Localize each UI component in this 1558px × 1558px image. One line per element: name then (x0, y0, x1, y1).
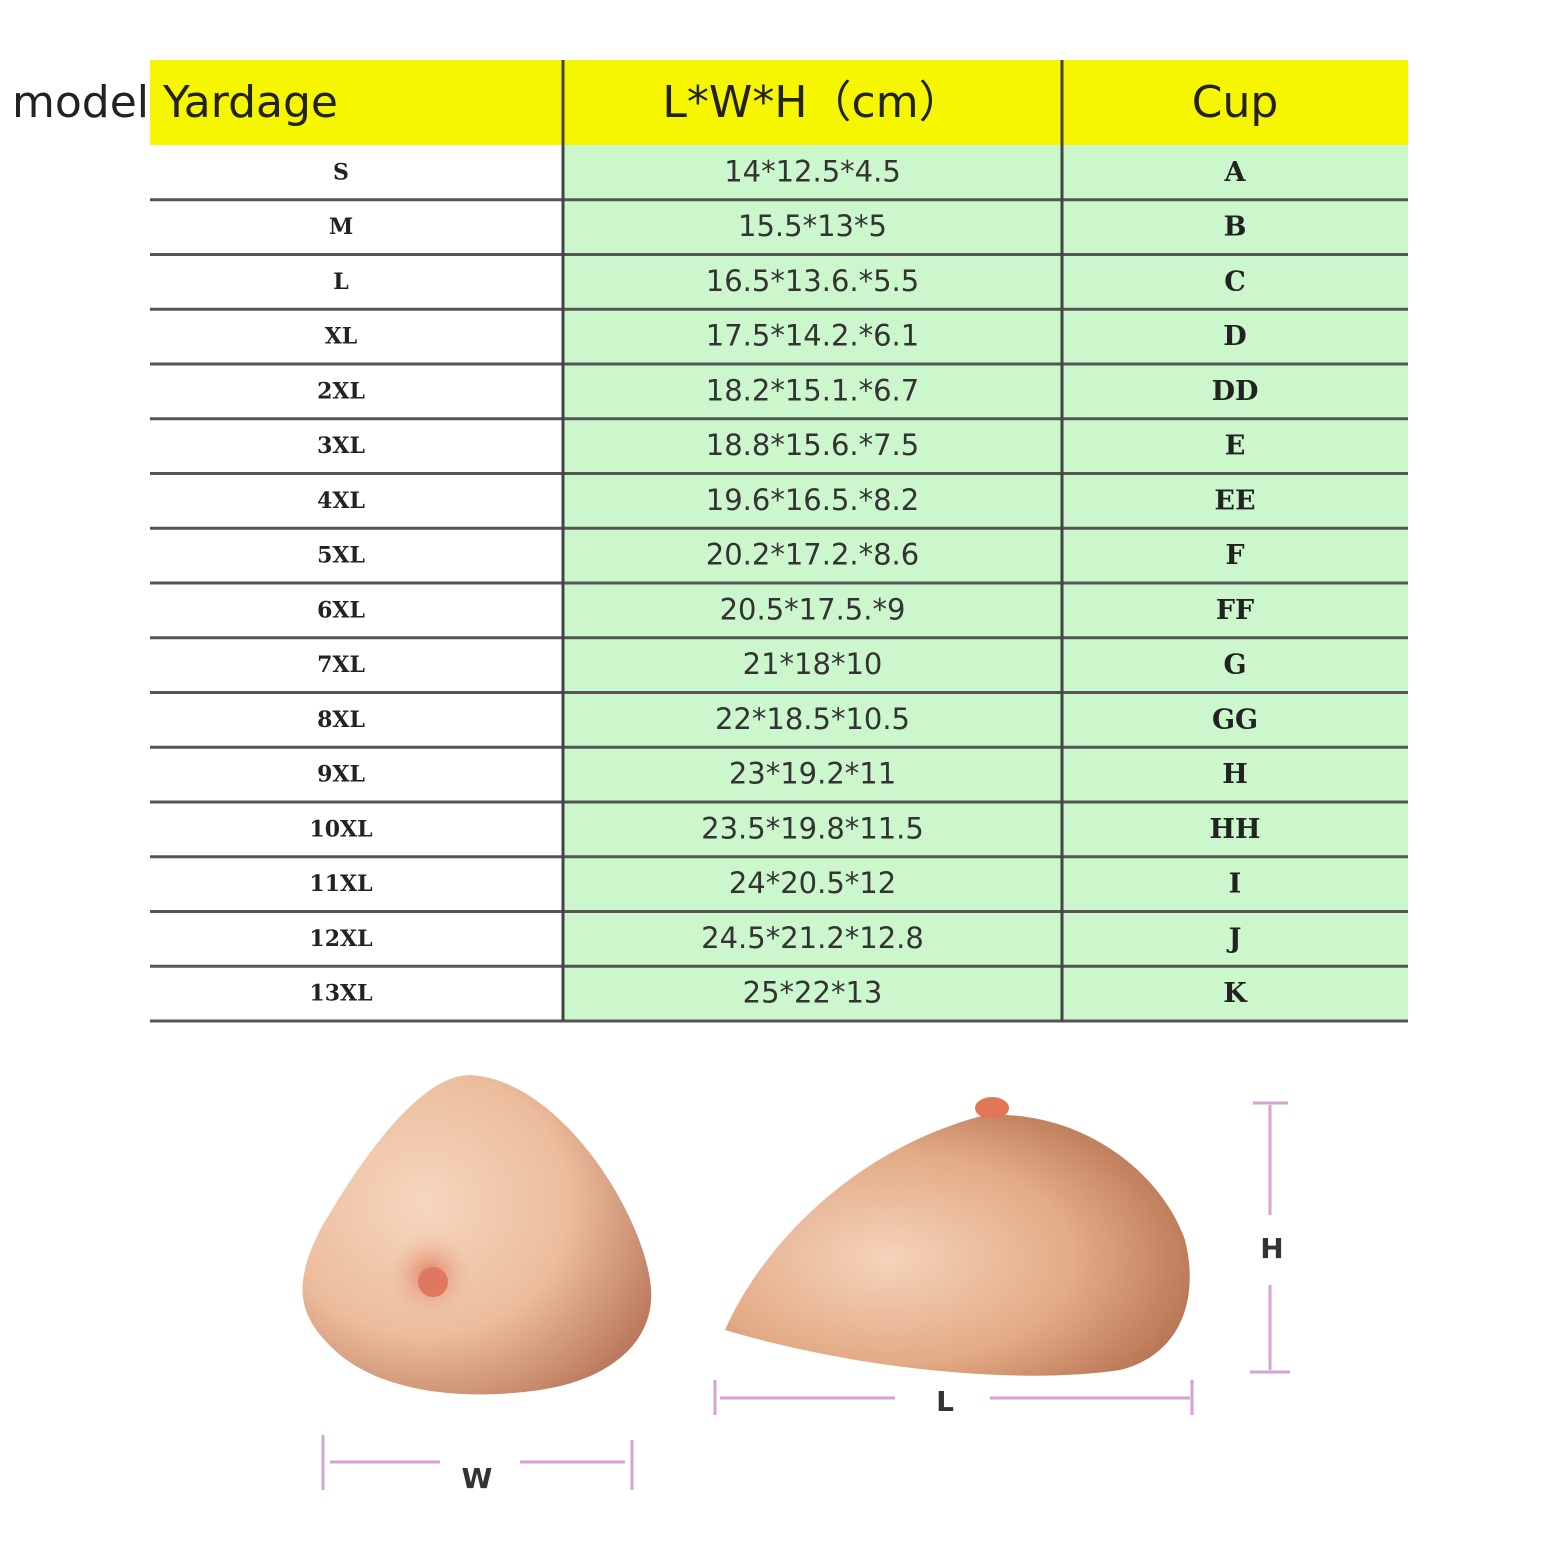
nipple (418, 1267, 448, 1297)
cell: B (1224, 212, 1247, 243)
cell: 8XL (317, 707, 365, 733)
cell: M (329, 214, 353, 240)
cell: E (1225, 431, 1246, 462)
cell: 22*18.5*10.5 (715, 702, 910, 736)
header-cell: Cup (1192, 77, 1279, 128)
cell: 13XL (309, 981, 372, 1007)
cell: GG (1212, 704, 1258, 735)
cell: C (1224, 266, 1246, 297)
cell: 9XL (317, 762, 365, 788)
cell: 3XL (317, 433, 365, 459)
cell: A (1224, 157, 1247, 188)
cell: 7XL (317, 652, 365, 678)
cell: D (1223, 321, 1246, 352)
cell: 15.5*13*5 (738, 209, 887, 243)
cell: FF (1216, 595, 1254, 626)
width-label: W (462, 1462, 493, 1495)
cell: 20.5*17.5.*9 (720, 592, 906, 626)
cell: 12XL (309, 926, 372, 952)
nipple (975, 1097, 1009, 1119)
cell: 17.5*14.2.*6.1 (706, 319, 919, 353)
cell: 14*12.5*4.5 (724, 154, 901, 188)
cell: L (333, 269, 348, 295)
header-cell: model Yardage (12, 77, 338, 128)
cell: 23.5*19.8*11.5 (701, 811, 924, 845)
size-table: model Yardage L*W*H（cm） Cup S 14*12.5*4.5 A M 1… (12, 60, 1408, 1023)
cell: 2XL (317, 378, 365, 404)
height-dimension (1250, 1101, 1290, 1374)
cell: 19.6*16.5.*8.2 (706, 483, 919, 517)
width-dimension (321, 1435, 634, 1490)
cell: 24.5*21.2*12.8 (701, 921, 924, 955)
cell: I (1229, 869, 1242, 900)
length-dimension (713, 1380, 1194, 1415)
cell: 25*22*13 (743, 976, 883, 1010)
cell: H (1222, 759, 1248, 790)
cell: 5XL (317, 543, 365, 569)
cell: 16.5*13.6.*5.5 (706, 264, 919, 298)
cell: J (1227, 923, 1242, 954)
header-bg (150, 60, 1408, 145)
cell: 24*20.5*12 (729, 866, 896, 900)
cell: XL (325, 324, 358, 350)
cell: 18.8*15.6.*7.5 (706, 428, 919, 462)
cell: F (1225, 540, 1244, 571)
height-label: H (1260, 1232, 1283, 1265)
cell: EE (1214, 485, 1255, 516)
cell: 4XL (317, 488, 365, 514)
product-diagram: W L H (302, 1075, 1290, 1495)
cell: 6XL (317, 597, 365, 623)
cell: S (333, 159, 349, 185)
side-view (725, 1114, 1190, 1376)
cell: 18.2*15.1.*6.7 (706, 373, 919, 407)
cell: 21*18*10 (743, 647, 883, 681)
cell: 11XL (309, 871, 372, 897)
front-view (302, 1075, 652, 1395)
cell: 20.2*17.2.*8.6 (706, 538, 919, 572)
length-label: L (936, 1385, 954, 1418)
cell: DD (1212, 376, 1259, 407)
header-cell: L*W*H（cm） (662, 77, 962, 128)
cell: G (1223, 650, 1246, 681)
cell: K (1223, 978, 1248, 1009)
cell: HH (1209, 814, 1260, 845)
cell: 10XL (309, 816, 372, 842)
cell: 23*19.2*11 (729, 757, 896, 791)
